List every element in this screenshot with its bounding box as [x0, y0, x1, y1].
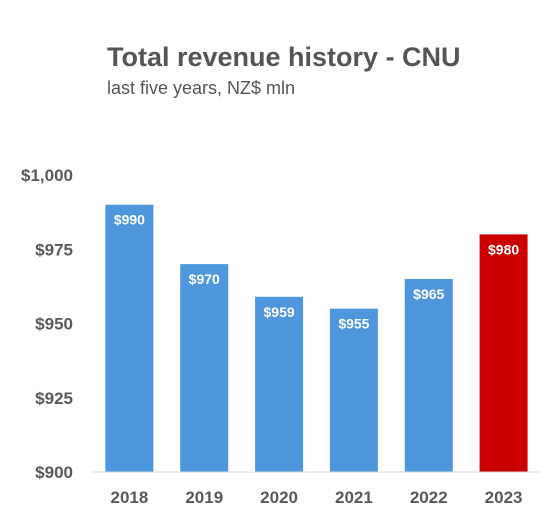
x-axis: 2018 2019 2020 2021 2022 2023: [92, 471, 541, 507]
bar-2020: [255, 296, 304, 472]
data-label-2018: $990: [114, 212, 145, 228]
data-label-2022: $965: [413, 286, 444, 302]
bars: $990 $970 $959 $955 $965 $980: [105, 204, 528, 472]
chart-title: Total revenue history - CNU: [107, 42, 461, 72]
y-tick-label: $925: [35, 389, 73, 408]
y-tick-label: $900: [35, 463, 73, 482]
y-tick-label: $1,000: [21, 166, 73, 185]
chart-subtitle: last five years, NZ$ mln: [107, 78, 296, 98]
y-tick-label: $975: [35, 240, 73, 259]
bar-2023: [479, 234, 528, 472]
x-tick-label-2018: 2018: [111, 488, 149, 507]
x-tick-label-2022: 2022: [410, 488, 448, 507]
x-tick-label-2019: 2019: [185, 488, 223, 507]
data-label-2021: $955: [338, 316, 369, 332]
data-label-2019: $970: [189, 271, 220, 287]
bar-2021: [329, 308, 378, 472]
x-tick-label-2020: 2020: [260, 488, 298, 507]
bar-2022: [404, 278, 453, 472]
y-axis: $900 $925 $950 $975 $1,000: [21, 166, 73, 482]
data-label-2020: $959: [264, 304, 295, 320]
bar-2019: [180, 264, 229, 472]
y-tick-label: $950: [35, 315, 73, 334]
bar-2018: [105, 204, 154, 472]
x-tick-label-2023: 2023: [485, 488, 523, 507]
x-tick-label-2021: 2021: [335, 488, 373, 507]
data-label-2023: $980: [488, 241, 519, 257]
